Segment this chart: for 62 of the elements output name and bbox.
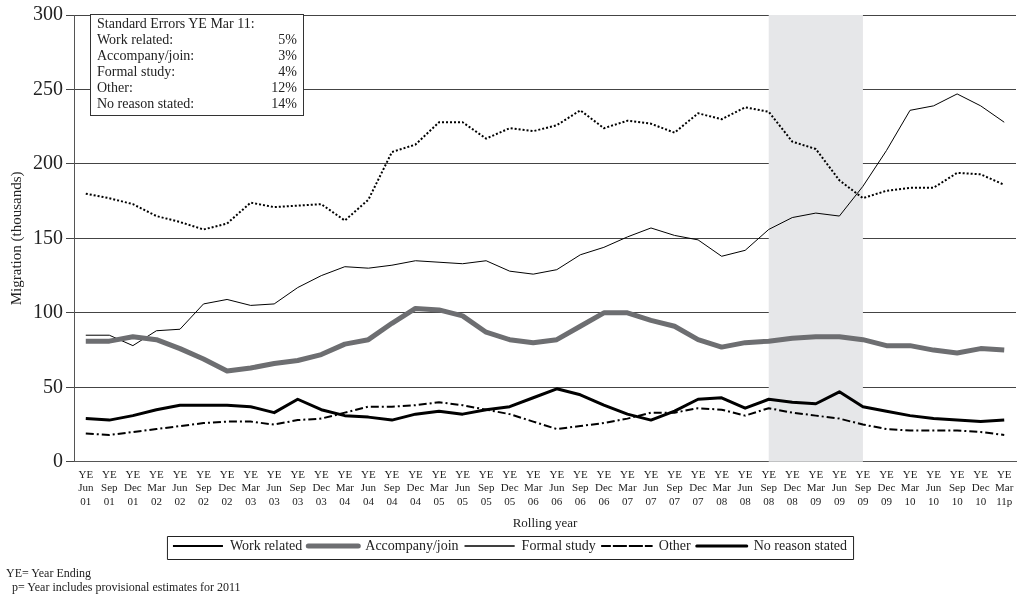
- x-tick-label: YE Sep 09: [854, 468, 872, 507]
- legend-label: Work related: [229, 537, 303, 553]
- x-tick-label: YE Dec 06: [595, 468, 613, 507]
- text: p= Year includes provisional estimates for 2011: [11, 580, 241, 594]
- x-tick-label: YE Sep 05: [477, 468, 495, 507]
- x-tick-label: YE Mar 05: [429, 468, 449, 507]
- x-tick-label: YE Dec 10: [971, 468, 990, 507]
- x-tick-label: YE Dec 02: [218, 468, 237, 507]
- x-tick-label: YE Jun 10: [925, 468, 942, 507]
- x-tick-label: YE Dec 04: [406, 468, 425, 507]
- x-tick-label: YE Mar 08: [712, 468, 732, 507]
- x-tick-label: YE Sep 01: [101, 468, 119, 507]
- x-tick-label: YE Mar 07: [618, 468, 637, 507]
- x-tick-label: YE Jun 05: [454, 468, 471, 507]
- y-tick-label: 200: [33, 151, 63, 174]
- x-tick-label: YE Sep 08: [760, 468, 778, 507]
- y-tick-label: 250: [33, 76, 63, 99]
- text: No reason stated: 14%: [97, 96, 297, 111]
- text: Other: 12%: [97, 80, 297, 95]
- x-tick-label: YE Sep 04: [383, 468, 401, 507]
- x-tick-label: YE Sep 07: [666, 468, 684, 507]
- text: Accompany/join: 3%: [97, 48, 297, 63]
- x-tick-label: YE Sep 02: [195, 468, 213, 507]
- x-tick-label: YE Sep 06: [572, 468, 590, 507]
- x-tick-label: YE Sep 03: [289, 468, 307, 507]
- x-tick-label: YE Mar 06: [524, 468, 543, 507]
- legend-label: Accompany/join: [365, 537, 459, 553]
- x-tick-label: YE Jun 07: [643, 468, 660, 507]
- y-tick-label: 50: [43, 374, 63, 397]
- x-tick-label: YE Mar 09: [806, 468, 826, 507]
- y-tick-label: 100: [33, 300, 63, 323]
- x-tick-label: YE Dec 01: [124, 468, 142, 507]
- x-tick-label: YE Jun 03: [266, 468, 283, 507]
- legend-label: No reason stated: [753, 537, 848, 553]
- x-tick-label: YE Mar 10: [900, 468, 920, 507]
- x-tick-label: YE Sep 10: [948, 468, 966, 507]
- x-tick-label: YE Jun 09: [831, 468, 848, 507]
- x-tick-label: YE Jun 04: [360, 468, 377, 507]
- x-tick-label: YE Mar 02: [147, 468, 166, 507]
- x-tick-label: YE Mar 04: [335, 468, 355, 507]
- x-tick-label: YE Dec 07: [689, 468, 708, 507]
- x-tick-label: YE Jun 02: [172, 468, 189, 507]
- text: Work related: 5%: [97, 32, 297, 47]
- y-axis-title: Migration (thousands): [7, 171, 25, 306]
- x-axis-title: Rolling year: [512, 514, 578, 530]
- text: YE= Year Ending: [6, 566, 93, 580]
- legend-label: Other: [658, 537, 692, 553]
- y-tick-label: 0: [53, 449, 63, 472]
- x-tick-label: YE Jun 01: [78, 468, 94, 507]
- x-tick-label: YE Jun 06: [549, 468, 565, 507]
- y-tick-label: 150: [33, 225, 63, 248]
- y-tick-label: 300: [33, 2, 63, 25]
- x-tick-label: YE Dec 05: [500, 468, 519, 507]
- text: Formal study: 4%: [97, 64, 297, 79]
- x-tick-label: YE Mar 11p: [995, 468, 1014, 507]
- annotation: Standard Errors YE Mar 11:: [97, 16, 256, 32]
- x-tick-label: YE Jun 08: [737, 468, 754, 507]
- legend-label: Formal study: [521, 537, 596, 553]
- x-tick-label: YE Dec 03: [312, 468, 331, 507]
- x-tick-label: YE Dec 09: [877, 468, 896, 507]
- x-tick-label: YE Mar 03: [241, 468, 261, 507]
- x-tick-label: YE Dec 08: [783, 468, 802, 507]
